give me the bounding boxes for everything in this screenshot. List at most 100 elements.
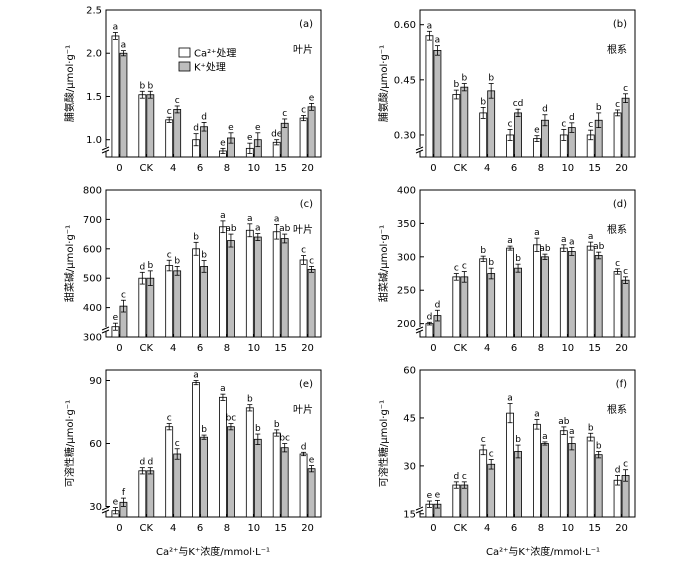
axis-break-mark [101, 146, 110, 151]
x-tick-label: CK [454, 523, 468, 534]
x-tick-label: 4 [170, 523, 176, 534]
x-tick-label: 20 [615, 523, 628, 534]
x-tick-label: 15 [588, 343, 601, 354]
bar-ca [299, 117, 308, 158]
x-tick-label: 4 [484, 523, 490, 534]
significance-letter: a [113, 22, 119, 32]
x-tick-label: 8 [538, 343, 544, 354]
x-tick-label: 4 [484, 163, 490, 174]
significance-letter: a [220, 211, 226, 221]
bar-k [541, 256, 549, 338]
x-tick-label: 10 [247, 523, 260, 534]
significance-letter: c [167, 250, 172, 260]
x-tick-label: 10 [247, 163, 260, 174]
y-tick-label: 300 [83, 333, 102, 344]
y-axis-label: 脯氨酸/μmol·g⁻¹ [63, 45, 76, 122]
legend-swatch [178, 47, 191, 58]
bar-ca [613, 271, 622, 338]
significance-letter: c [454, 264, 459, 274]
x-tick-label: 20 [615, 343, 628, 354]
axis-break-mark [415, 146, 424, 151]
x-tick-label: 6 [197, 163, 203, 174]
significance-letter: e [113, 498, 119, 508]
bar-k [487, 273, 496, 338]
significance-letter: a [507, 394, 513, 404]
axis-break-mark [101, 149, 110, 154]
bar-ca [219, 226, 227, 338]
significance-letter: a [542, 432, 548, 442]
bar-k [594, 255, 603, 338]
significance-letter: e [309, 456, 315, 466]
bar-k [567, 443, 576, 518]
y-tick-label: 1.5 [86, 92, 102, 103]
bar-ca [559, 247, 568, 338]
plot-frame [419, 189, 636, 338]
x-tick-label: 20 [301, 163, 314, 174]
bar-ca [613, 112, 622, 158]
significance-letter: e [427, 491, 433, 501]
bar-ca [138, 94, 147, 158]
bar-k [433, 50, 442, 158]
bar-ca [272, 231, 281, 338]
bar-k [253, 438, 262, 518]
significance-letter: c [175, 96, 180, 106]
axis-break-gap [103, 327, 110, 331]
x-tick-label: CK [454, 343, 468, 354]
y-tick-label: 30 [403, 461, 416, 472]
bar-ca [479, 258, 488, 338]
significance-letter: b [488, 258, 494, 268]
significance-letter: c [309, 256, 314, 266]
y-axis-label: 甜菜碱/μmol·g⁻¹ [63, 225, 76, 302]
significance-letter: c [462, 262, 467, 272]
bar-k [119, 52, 128, 158]
significance-letter: c [623, 460, 628, 470]
y-tick-label: 500 [83, 274, 102, 285]
tissue-label: 叶片 [293, 403, 313, 416]
significance-letter: a [569, 237, 575, 247]
significance-letter: cd [513, 99, 524, 109]
significance-letter: c [481, 435, 486, 445]
x-tick-label: 8 [538, 523, 544, 534]
x-tick-label: 8 [224, 163, 230, 174]
significance-letter: b [515, 254, 521, 264]
tissue-label: 根系 [607, 403, 627, 416]
significance-letter: b [201, 425, 207, 435]
y-tick-label: 0.45 [394, 75, 416, 86]
y-axis-label: 脯氨酸/μmol·g⁻¹ [377, 45, 390, 122]
significance-letter: a [588, 232, 594, 242]
legend-label: K⁺处理 [194, 62, 226, 74]
significance-letter: b [255, 424, 261, 434]
x-tick-label: CK [454, 163, 468, 174]
x-tick-label: 6 [511, 343, 517, 354]
significance-letter: b [488, 74, 494, 84]
axis-break-gap [417, 327, 424, 331]
x-tick-label: 6 [511, 163, 517, 174]
bar-k [621, 97, 630, 158]
significance-letter: c [588, 120, 593, 130]
significance-letter: c [561, 119, 566, 129]
x-tick-label: 8 [224, 523, 230, 534]
y-tick-label: 400 [83, 303, 102, 314]
bar-k [514, 112, 522, 158]
significance-letter: e [309, 93, 315, 103]
significance-letter: b [193, 232, 199, 242]
axis-break-gap [103, 147, 110, 151]
bar-ca [425, 35, 434, 158]
y-tick-label: 2.5 [86, 6, 102, 17]
x-tick-label: 15 [274, 343, 287, 354]
x-tick-label: 4 [484, 343, 490, 354]
significance-letter: d [193, 124, 199, 134]
x-tick-label: 0 [430, 163, 436, 174]
axis-break-mark [101, 506, 110, 511]
significance-letter: c [623, 84, 628, 94]
bar-ca [452, 276, 461, 338]
significance-letter: f [122, 488, 126, 498]
significance-letter: b [274, 420, 280, 430]
x-tick-label: 4 [170, 343, 176, 354]
bar-k [621, 279, 630, 338]
significance-letter: c [489, 449, 494, 459]
significance-letter: c [462, 472, 467, 482]
axis-break-mark [415, 326, 424, 331]
significance-letter: c [167, 414, 172, 424]
